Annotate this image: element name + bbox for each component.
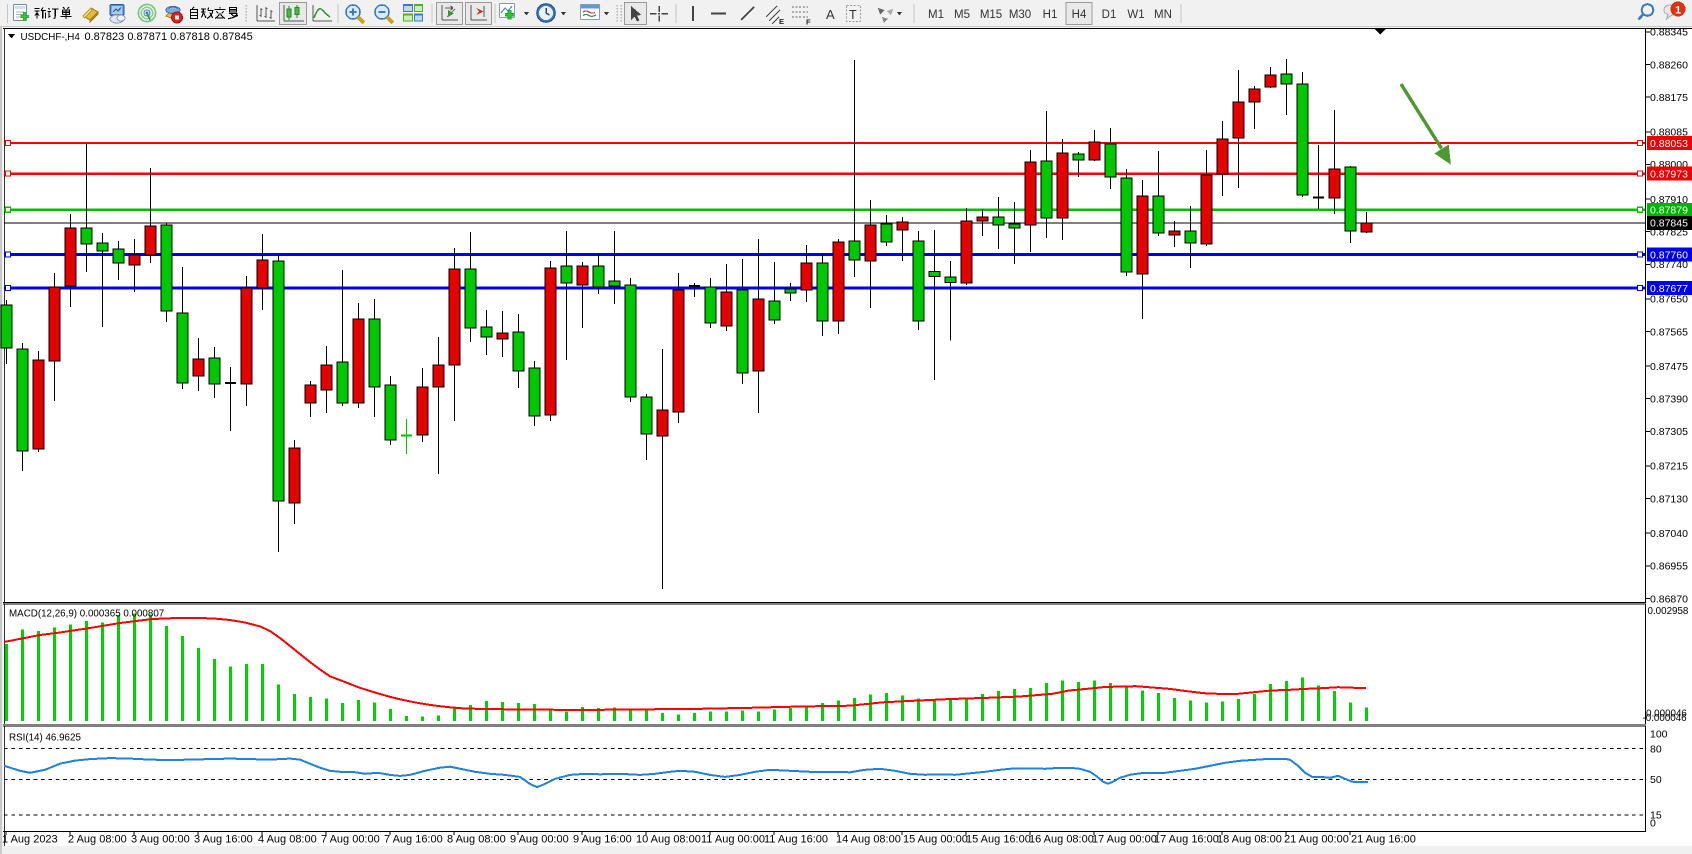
svg-text:0: 0 xyxy=(1650,818,1656,830)
svg-text:9 Aug 00:00: 9 Aug 00:00 xyxy=(510,834,569,846)
svg-text:0.87845: 0.87845 xyxy=(1650,218,1688,230)
svg-text:0.86955: 0.86955 xyxy=(1650,561,1688,573)
svg-text:16 Aug 08:00: 16 Aug 08:00 xyxy=(1029,834,1094,846)
svg-text:10 Aug 08:00: 10 Aug 08:00 xyxy=(636,834,701,846)
svg-text:0.000046: 0.000046 xyxy=(1646,709,1687,720)
svg-text:4 Aug 08:00: 4 Aug 08:00 xyxy=(258,834,317,846)
svg-text:0.87677: 0.87677 xyxy=(1650,283,1688,295)
svg-text:8 Aug 08:00: 8 Aug 08:00 xyxy=(447,834,506,846)
svg-text:0.87823 0.87871 0.87818 0.8784: 0.87823 0.87871 0.87818 0.87845 xyxy=(85,31,253,43)
svg-text:1 Aug 2023: 1 Aug 2023 xyxy=(2,834,58,846)
svg-text:2 Aug 08:00: 2 Aug 08:00 xyxy=(68,834,127,846)
svg-text:1: 1 xyxy=(1675,5,1681,17)
svg-text:E: E xyxy=(779,17,784,26)
svg-text:0.87760: 0.87760 xyxy=(1650,249,1688,261)
svg-text:M5: M5 xyxy=(954,9,970,21)
svg-text:11 Aug 16:00: 11 Aug 16:00 xyxy=(764,834,828,846)
svg-text:0.87475: 0.87475 xyxy=(1650,361,1688,373)
svg-text:0.87565: 0.87565 xyxy=(1650,326,1688,338)
svg-text:14 Aug 08:00: 14 Aug 08:00 xyxy=(836,834,901,846)
svg-text:A: A xyxy=(826,7,835,22)
svg-text:9 Aug 16:00: 9 Aug 16:00 xyxy=(573,834,632,846)
svg-text:21 Aug 16:00: 21 Aug 16:00 xyxy=(1351,834,1416,846)
svg-text:0.87040: 0.87040 xyxy=(1650,528,1688,540)
svg-text:0.87973: 0.87973 xyxy=(1650,168,1688,180)
svg-text:21 Aug 00:00: 21 Aug 00:00 xyxy=(1284,834,1349,846)
svg-text:0.87879: 0.87879 xyxy=(1650,205,1688,217)
svg-text:0.88053: 0.88053 xyxy=(1650,138,1688,150)
svg-text:0.86870: 0.86870 xyxy=(1650,593,1688,605)
svg-text:RSI(14) 46.9625: RSI(14) 46.9625 xyxy=(9,733,81,744)
svg-text:0.88175: 0.88175 xyxy=(1650,92,1688,104)
svg-text:100: 100 xyxy=(1650,729,1668,741)
svg-text:15: 15 xyxy=(1650,810,1662,822)
svg-text:50: 50 xyxy=(1650,774,1662,786)
svg-text:0.88260: 0.88260 xyxy=(1650,59,1688,71)
svg-text:USDCHF-,H4: USDCHF-,H4 xyxy=(21,32,81,43)
svg-text:T: T xyxy=(849,8,857,22)
svg-text:7 Aug 00:00: 7 Aug 00:00 xyxy=(321,834,380,846)
svg-text:W1: W1 xyxy=(1127,9,1144,21)
svg-text:15 Aug 16:00: 15 Aug 16:00 xyxy=(966,834,1031,846)
svg-text:0.87390: 0.87390 xyxy=(1650,394,1688,406)
svg-text:15 Aug 00:00: 15 Aug 00:00 xyxy=(903,834,968,846)
svg-text:H4: H4 xyxy=(1072,9,1087,21)
svg-text:3 Aug 16:00: 3 Aug 16:00 xyxy=(194,834,253,846)
svg-text:M15: M15 xyxy=(980,9,1002,21)
svg-text:0.87215: 0.87215 xyxy=(1650,461,1688,473)
svg-text:0.87305: 0.87305 xyxy=(1650,426,1688,438)
svg-text:0.88345: 0.88345 xyxy=(1650,27,1688,39)
svg-text:D1: D1 xyxy=(1102,9,1117,21)
svg-text:M30: M30 xyxy=(1009,9,1031,21)
svg-text:7 Aug 16:00: 7 Aug 16:00 xyxy=(384,834,443,846)
svg-text:0.87650: 0.87650 xyxy=(1650,294,1688,306)
svg-text:80: 80 xyxy=(1650,744,1662,756)
svg-text:0.87130: 0.87130 xyxy=(1650,493,1688,505)
svg-text:0.87740: 0.87740 xyxy=(1650,259,1688,271)
svg-text:0.88085: 0.88085 xyxy=(1650,127,1688,139)
svg-text:17 Aug 16:00: 17 Aug 16:00 xyxy=(1154,834,1219,846)
svg-text:17 Aug 00:00: 17 Aug 00:00 xyxy=(1092,834,1157,846)
svg-text:-0.000046: -0.000046 xyxy=(1643,713,1688,724)
svg-text:0.002958: 0.002958 xyxy=(1648,606,1689,617)
svg-text:18 Aug 08:00: 18 Aug 08:00 xyxy=(1217,834,1282,846)
svg-text:H1: H1 xyxy=(1043,9,1058,21)
svg-text:MACD(12,26,9) 0.000365 0.00080: MACD(12,26,9) 0.000365 0.000807 xyxy=(9,609,164,620)
svg-text:F: F xyxy=(806,18,811,27)
svg-text:3 Aug 00:00: 3 Aug 00:00 xyxy=(131,834,190,846)
svg-text:M1: M1 xyxy=(928,9,944,21)
svg-text:11 Aug 00:00: 11 Aug 00:00 xyxy=(701,834,765,846)
svg-text:MN: MN xyxy=(1154,9,1172,21)
